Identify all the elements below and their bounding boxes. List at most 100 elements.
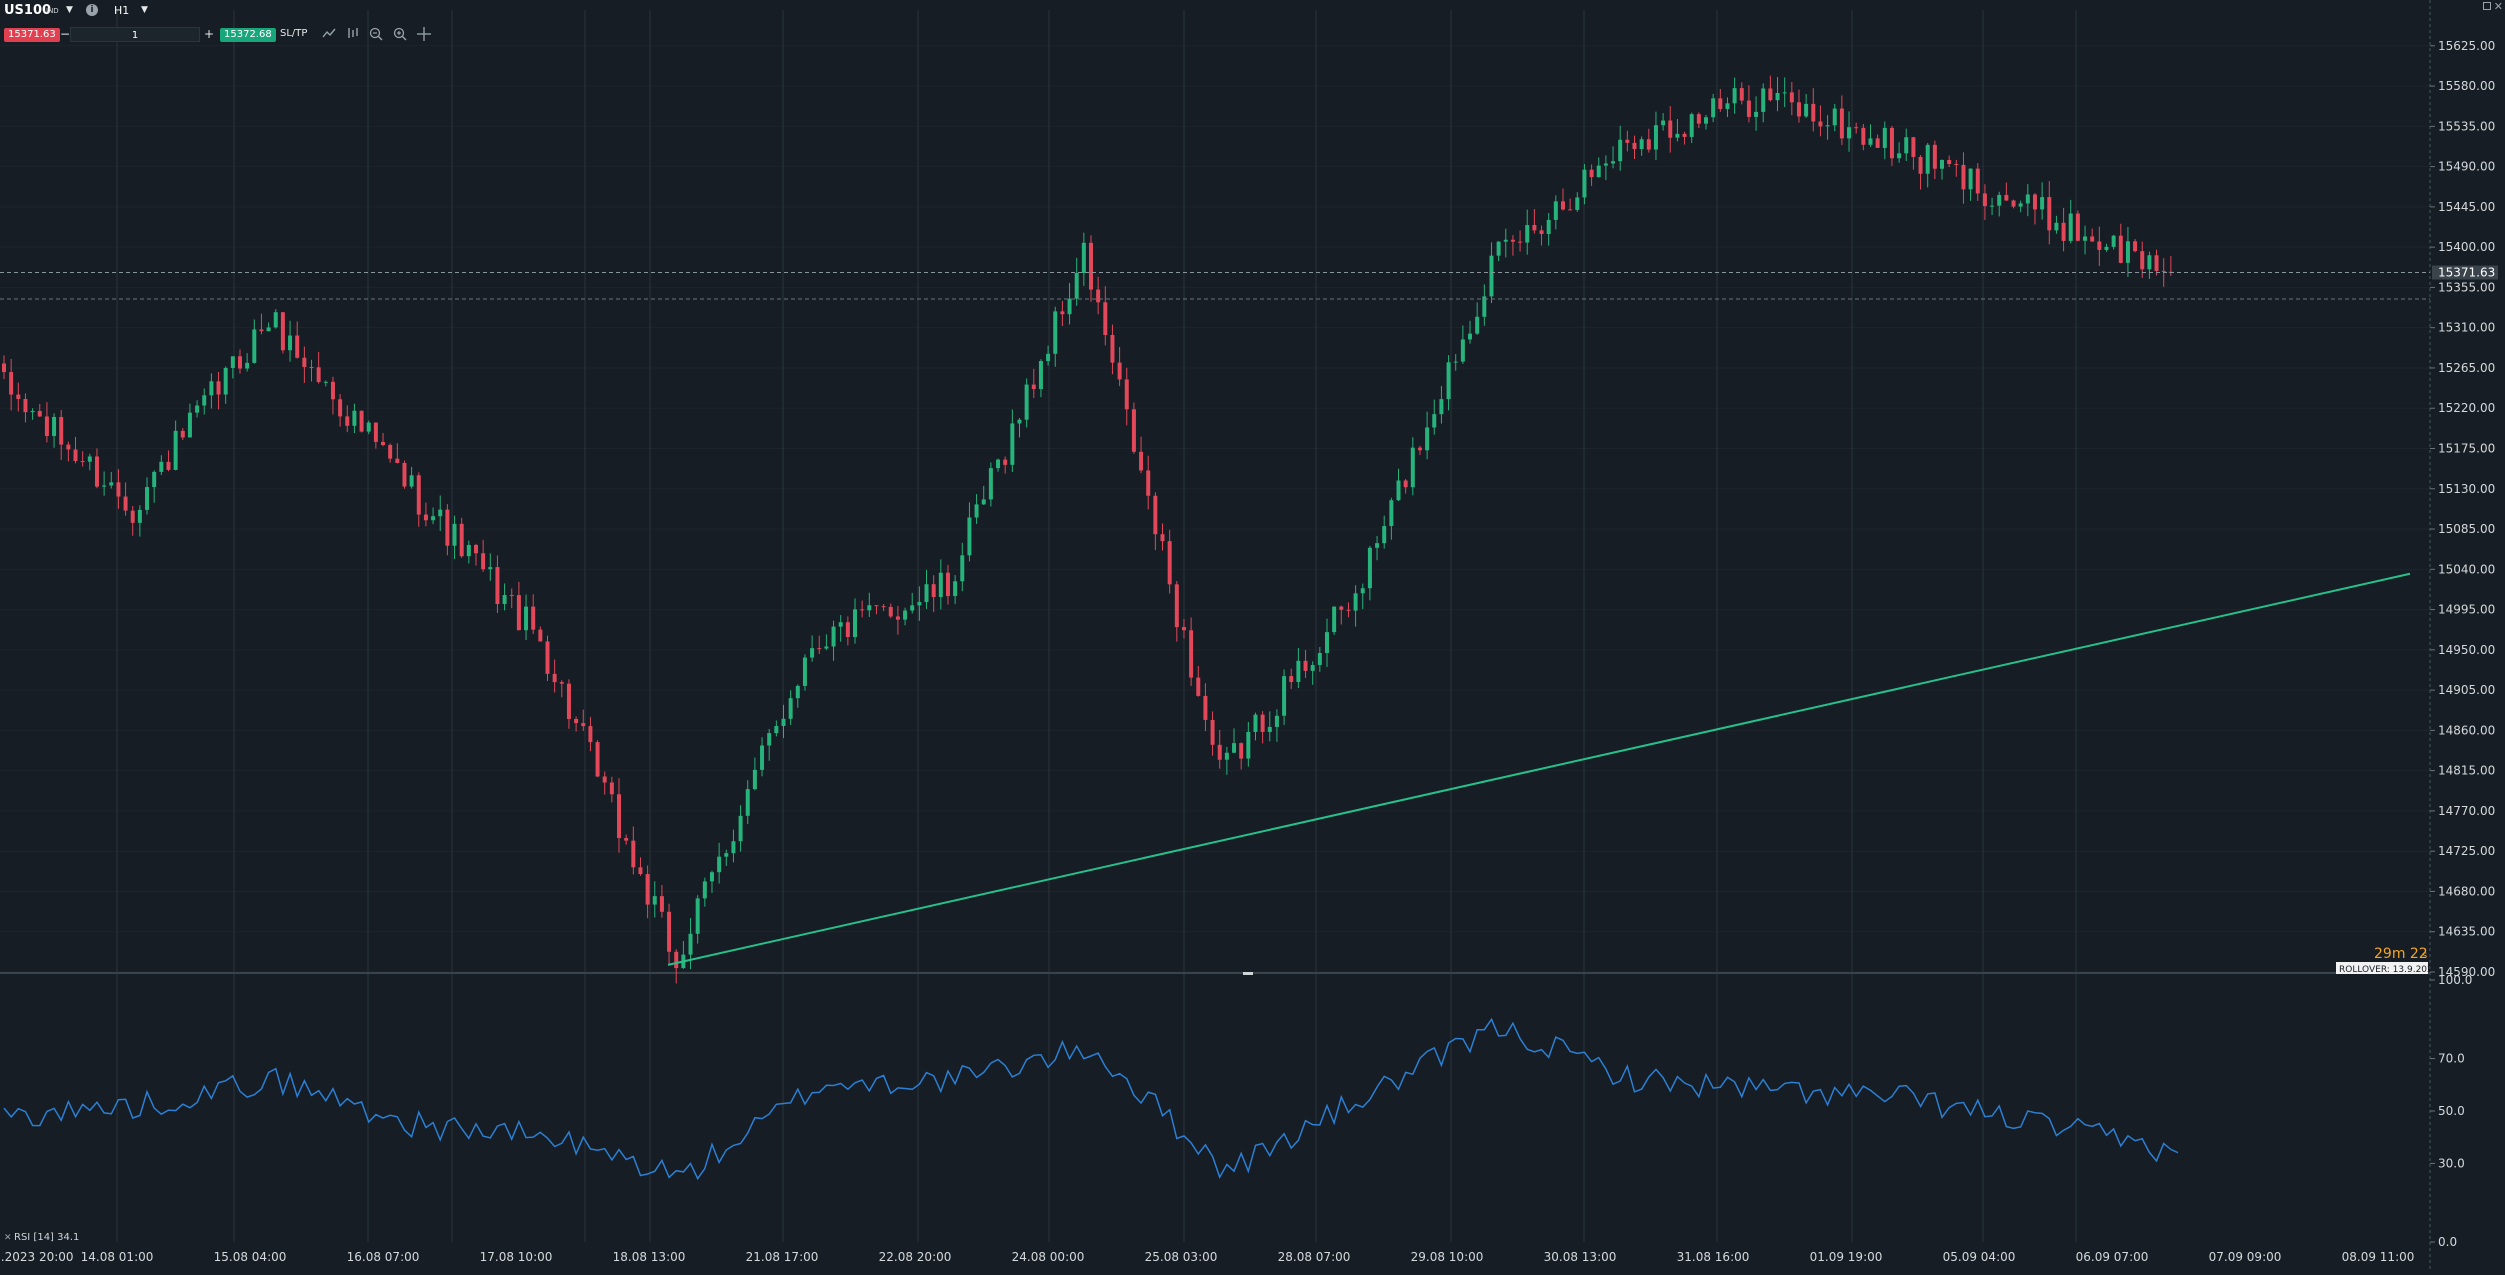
candle-body <box>1904 137 1909 154</box>
time-axis-label: 08.09 11:00 <box>2342 1250 2415 1264</box>
candle-body <box>259 329 264 332</box>
price-axis-label: 15220.00 <box>2438 401 2495 415</box>
candle-body <box>1982 193 1987 207</box>
symbol-selector[interactable]: US100 <box>4 3 52 18</box>
symbol-type-label: IND <box>46 7 59 15</box>
candle-body <box>1510 239 1515 242</box>
candle-body <box>1239 743 1244 759</box>
candle-body <box>402 462 407 487</box>
candle-body <box>1911 137 1916 157</box>
candle-body <box>1274 715 1279 727</box>
candle-body <box>1582 169 1587 198</box>
candle-body <box>1646 139 1651 150</box>
candle-body <box>581 723 586 727</box>
timeframe-selector[interactable]: H1 <box>114 4 130 17</box>
candle-body <box>59 416 64 445</box>
quantity-input[interactable]: 1 <box>70 27 200 42</box>
candle-body <box>1038 361 1043 390</box>
candle-countdown: 29m 22 <box>2374 946 2428 962</box>
candle-body <box>845 622 850 638</box>
candle-body <box>1897 153 1902 159</box>
time-axis-label: 06.09 07:00 <box>2076 1250 2149 1264</box>
candle-body <box>345 416 350 426</box>
candle-body <box>266 327 271 332</box>
close-icon[interactable]: ✕ <box>2493 0 2503 13</box>
candle-body <box>130 510 135 523</box>
window-layout-icon[interactable] <box>2483 2 2491 10</box>
candle-body <box>288 335 293 351</box>
candle-body <box>495 567 500 605</box>
candle-body <box>874 605 879 607</box>
chevron-down-icon[interactable]: ▼ <box>66 5 73 15</box>
time-axis-label: 15.08 04:00 <box>214 1250 287 1264</box>
candle-body <box>1217 744 1222 760</box>
candle-body <box>1675 133 1680 138</box>
candle-body <box>731 841 736 854</box>
price-axis-label: 15130.00 <box>2438 482 2495 496</box>
candle-body <box>1468 333 1473 340</box>
candle-body <box>1124 379 1129 410</box>
candle-body <box>1417 447 1422 451</box>
candle-body <box>280 312 285 351</box>
buy-button[interactable]: 15372.68 <box>220 28 276 42</box>
zoom-out-icon[interactable] <box>369 27 383 44</box>
sltp-button[interactable]: SL/TP <box>280 28 308 39</box>
candle-body <box>2068 213 2073 241</box>
crosshair-icon[interactable] <box>417 27 431 44</box>
candle-body <box>309 367 314 369</box>
sell-button[interactable]: 15371.63 <box>4 28 60 42</box>
candle-body <box>66 444 71 450</box>
candle-body <box>1653 125 1658 150</box>
candle-body <box>974 504 979 518</box>
candle-body <box>2018 203 2023 207</box>
price-axis-label: 15355.00 <box>2438 280 2495 294</box>
candle-body <box>1754 111 1759 117</box>
candle-body <box>802 657 807 686</box>
candle-body <box>602 776 607 783</box>
candle-body <box>366 422 371 432</box>
candle-body <box>1882 127 1887 148</box>
candle-body <box>416 475 421 515</box>
rsi-label: RSI [14] 34.1 <box>14 1232 79 1243</box>
candle-body <box>1453 361 1458 363</box>
candle-body <box>2111 235 2116 247</box>
panel-resize-handle[interactable] <box>1243 972 1253 975</box>
candle-body <box>1861 127 1866 145</box>
candle-body <box>817 648 822 650</box>
candle-body <box>173 430 178 470</box>
rsi-panel: 100.0 70.0 50.0 30.0 0.0 ✕ RSI [14] 34.1 <box>3 973 2472 1249</box>
candle-body <box>2140 251 2145 270</box>
chart-overlays: 29m 22s ROLLOVER: 13.9.2023 <box>0 272 2439 975</box>
info-icon[interactable]: i <box>86 4 98 16</box>
candle-body <box>87 456 92 462</box>
line-chart-icon[interactable] <box>322 27 336 42</box>
current-price-label: 15371.63 <box>2438 266 2495 280</box>
candle-body <box>988 468 993 500</box>
candle-body <box>1382 526 1387 544</box>
candle-body <box>431 516 436 521</box>
candle-body <box>1060 311 1065 315</box>
price-axis-label: 15490.00 <box>2438 160 2495 174</box>
candle-body <box>1117 362 1122 380</box>
candle-body <box>1589 169 1594 178</box>
candle-body <box>853 609 858 638</box>
bar-chart-icon[interactable] <box>346 27 360 42</box>
candle-body <box>1410 447 1415 488</box>
zoom-in-icon[interactable] <box>393 27 407 44</box>
candle-body <box>838 622 843 627</box>
quantity-decrease-button[interactable]: − <box>60 27 71 41</box>
candle-body <box>209 381 214 396</box>
quantity-increase-button[interactable]: + <box>204 27 215 41</box>
candle-body <box>2083 236 2088 241</box>
timeframe-chevron-down-icon[interactable]: ▼ <box>141 5 148 15</box>
candle-body <box>1003 459 1008 465</box>
time-axis-label: 18.08 13:00 <box>613 1250 686 1264</box>
candle-body <box>945 572 950 597</box>
candle-body <box>223 367 228 395</box>
candle-body <box>1947 159 1952 165</box>
candle-body <box>1725 103 1730 109</box>
candle-body <box>924 584 929 603</box>
trendline[interactable] <box>667 572 2411 966</box>
